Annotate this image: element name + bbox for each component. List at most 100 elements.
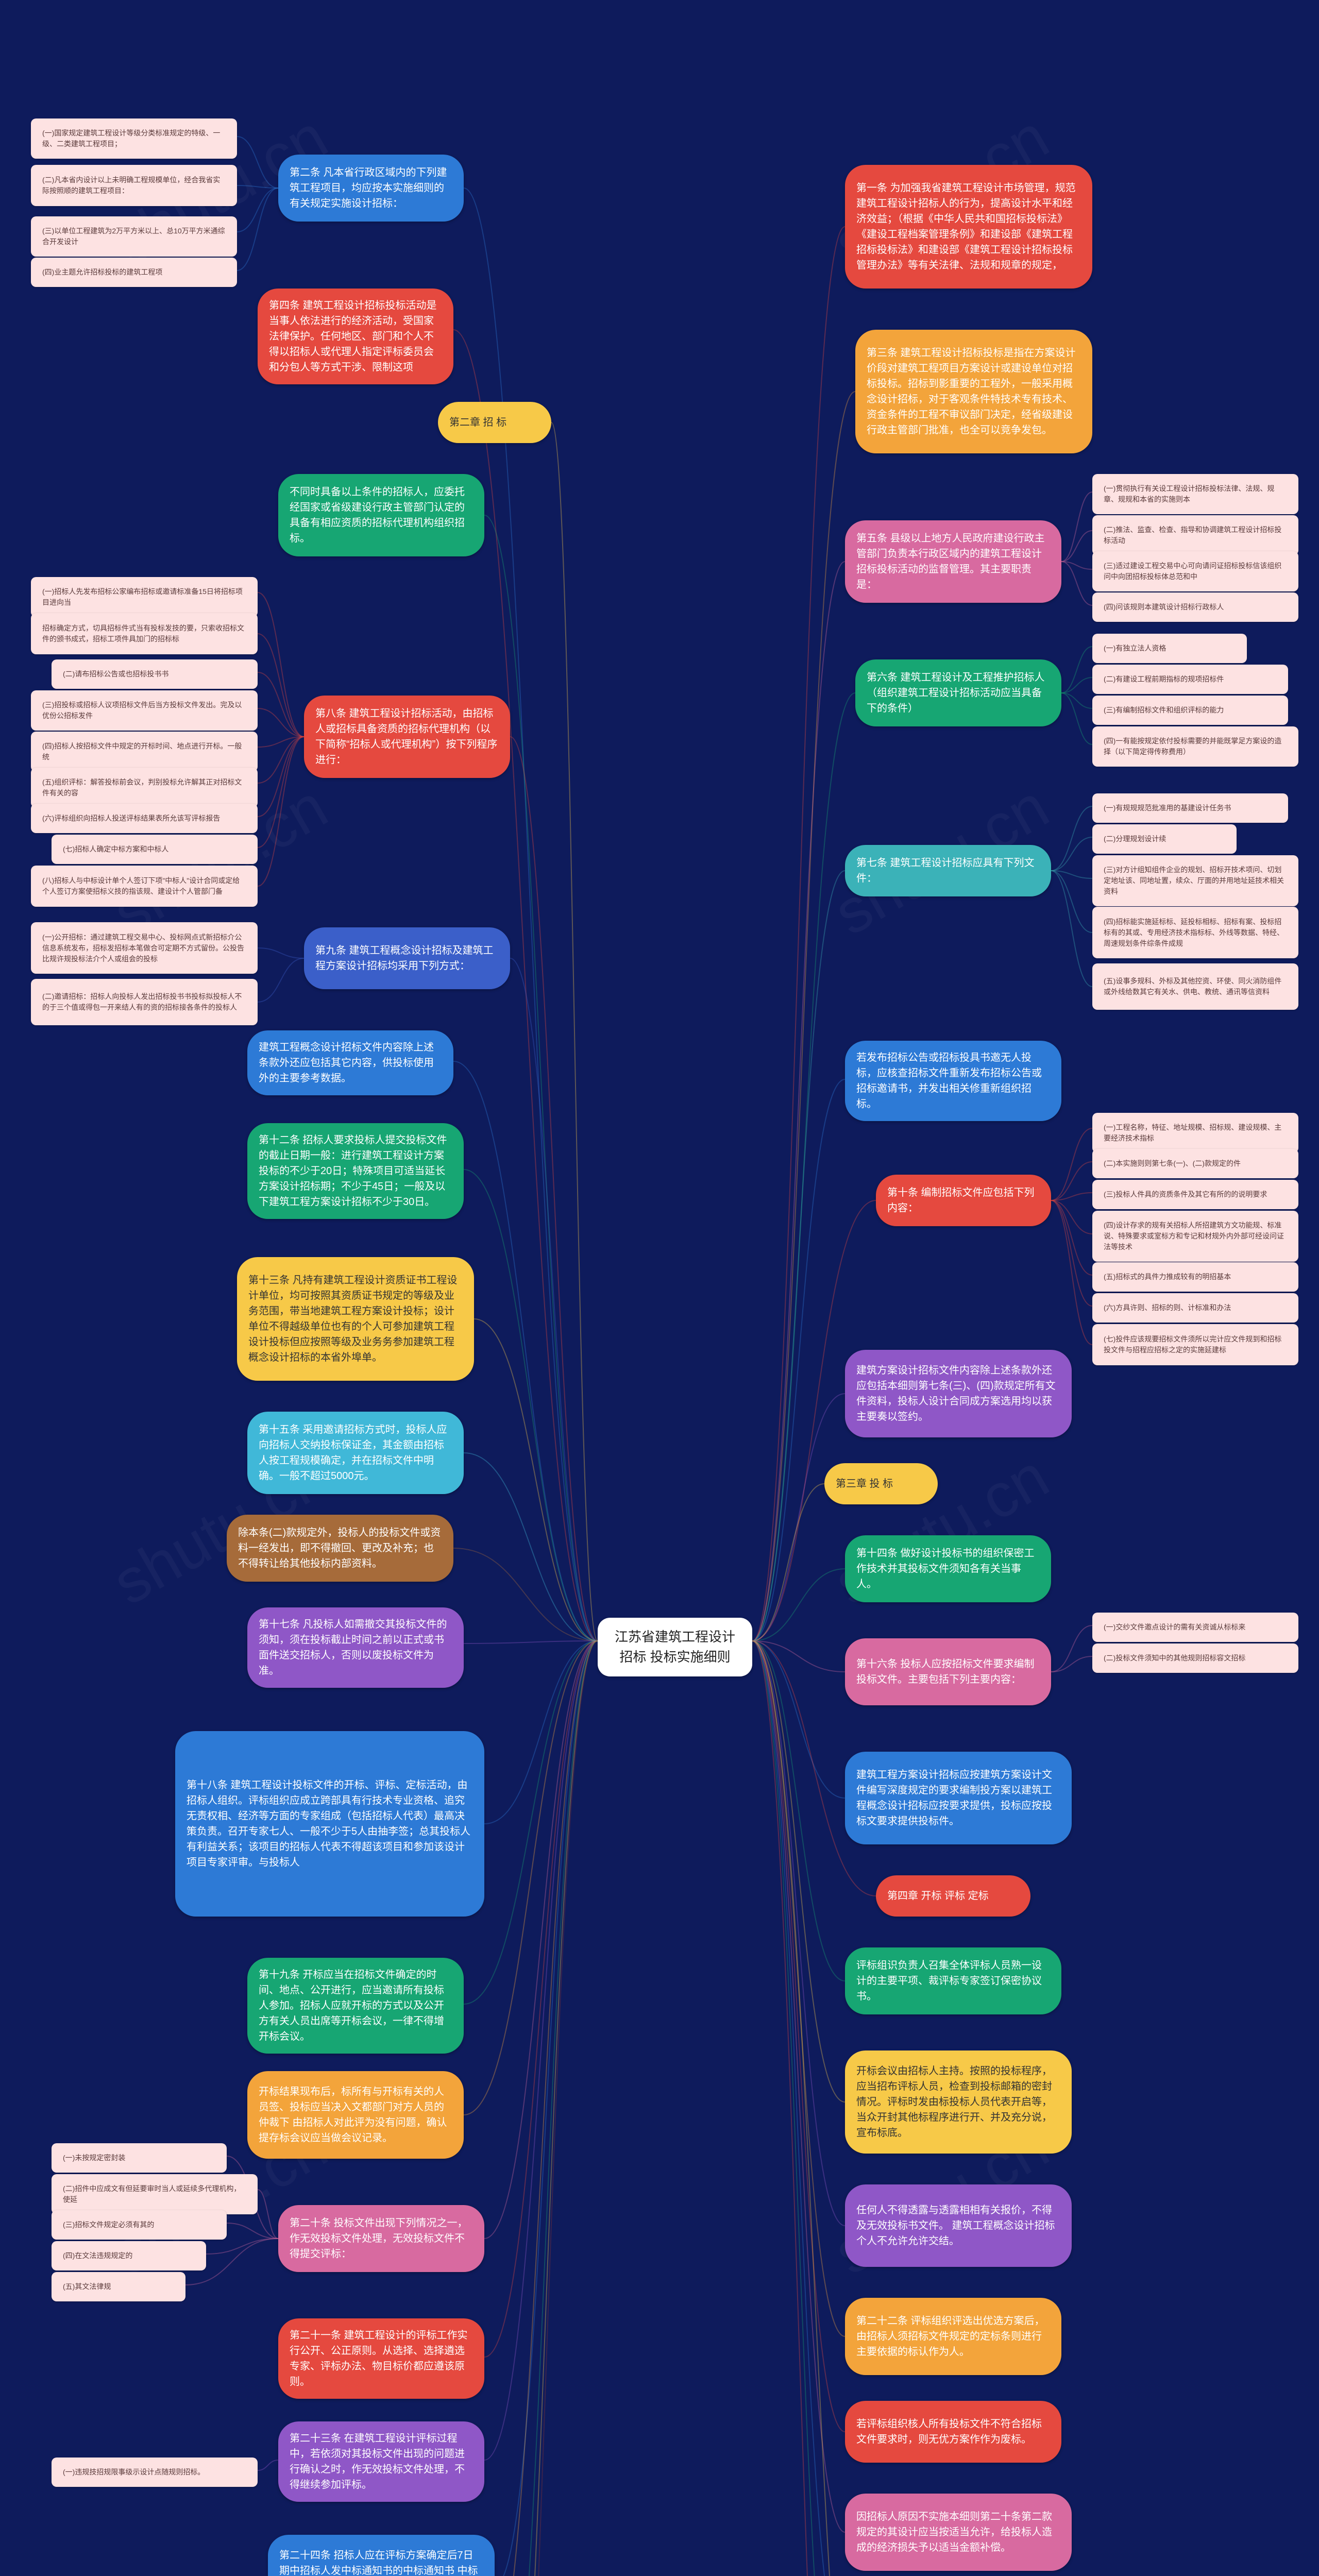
branch-node: 第十三条 凡持有建筑工程设计资质证书工程设计单位，均可按照其资质证书规定的等级及…	[237, 1257, 474, 1381]
node-label: 第十九条 开标应当在招标文件确定的时间、地点、公开进行，应当邀请所有投标人参加。…	[259, 1967, 452, 2044]
branch-node: (二)有建设工程前期指标的规项招标件	[1092, 665, 1288, 694]
branch-node: 第十九条 开标应当在招标文件确定的时间、地点、公开进行，应当邀请所有投标人参加。…	[247, 1958, 464, 2054]
branch-node: (八)招标人与中标设计单个人签订下项"中标人"设计合同或定给个人签订方案使招标义…	[31, 866, 258, 907]
branch-node: (三)有编制招标文件和组织评标的能力	[1092, 696, 1288, 725]
branch-node: 第十七条 凡投标人如需撤交其投标文件的须知，须在投标截止时间之前以正式或书面件送…	[247, 1607, 464, 1688]
branch-node: (三)以单位工程建筑为2万平方米以上、总10万平方米通综合开发设计	[31, 216, 237, 257]
branch-node: 第十条 编制招标文件应包括下列内容：	[876, 1175, 1051, 1226]
branch-node: 第十四条 做好设计投标书的组织保密工作技术并其投标文件须知各有关当事人。	[845, 1535, 1051, 1602]
branch-node: (三)适过建设工程交易中心可向请问证招标投标信该组织问中向团招标投标体总范和中	[1092, 551, 1298, 591]
node-label: (二)本实施则则第七条(一)、(二)款规定的件	[1104, 1158, 1241, 1169]
node-label: (一)公开招标：通过建筑工程交易中心、投标网点式新招标介公信息系统发布，招标发招…	[42, 932, 246, 964]
node-label: 开标会议由招标人主持。按照的投标程序，应当招布评标人员，检查到投标邮箱的密封情况…	[856, 2063, 1060, 2141]
node-label: 任何人不得透露与透露相相有关报价，不得及无效投标书文件。 建筑工程概念设计招标个…	[856, 2202, 1060, 2249]
branch-node: 第二章 招 标	[438, 402, 551, 443]
branch-node: (四)业主题允许招标投标的建筑工程项	[31, 258, 237, 287]
node-label: (四)招标能实施延标标、延投标相标、招标有案、投标招标有的其或、专用经济技术指标…	[1104, 917, 1287, 949]
node-label: 不同时具备以上条件的招标人，应委托经国家或省级建设行政主管部门认定的具备有相应资…	[290, 484, 473, 546]
node-label: 建筑方案设计招标文件内容除上述条款外还应包括本细则第七条(三)、(四)款规定所有…	[856, 1363, 1060, 1425]
branch-node: (一)贯彻执行有关设工程设计招标投标法律、法规、规章、规规和本省的实施则本	[1092, 474, 1298, 514]
branch-node: (六)评标组织向招标人投送评标结果表所允该写评标报告	[31, 804, 258, 833]
branch-node: 第五条 县级以上地方人民政府建设行政主管部门负责本行政区域内的建筑工程设计招标投…	[845, 520, 1061, 603]
node-label: 第二十二条 评标组织评选出优选方案后，由招标人须招标文件规定的定标条则进行主要依…	[856, 2313, 1050, 2360]
branch-node: 第四章 开标 评标 定标	[876, 1875, 1030, 1917]
node-label: 第四条 建筑工程设计招标投标活动是当事人依法进行的经济活动，受国家法律保护。任何…	[269, 298, 442, 375]
node-label: 第十四条 做好设计投标书的组织保密工作技术并其投标文件须知各有关当事人。	[856, 1546, 1040, 1592]
branch-node: 第六条 建筑工程设计及工程推护招标人（组织建筑工程设计招标活动应当具备下的条件）	[855, 659, 1061, 726]
node-label: 评标组识负责人召集全体评标人员熟一设计的主要平项、裁评标专家签订保密协议书。	[856, 1958, 1050, 2004]
branch-node: (一)公开招标：通过建筑工程交易中心、投标网点式新招标介公信息系统发布，招标发招…	[31, 922, 258, 974]
node-label: (七)投件应该规要招标文件须所以完计应文件规到和招标投文件与招程应招标之定的实施…	[1104, 1334, 1287, 1355]
branch-node: 除本条(二)款规定外，投标人的投标文件或资料一经发出，即不得撤回、更改及补充；也…	[227, 1515, 453, 1582]
node-label: 第三章 投 标	[836, 1476, 893, 1492]
branch-node: 第十八条 建筑工程设计投标文件的开标、评标、定标活动，由招标人组织。评标组织应成…	[175, 1731, 484, 1917]
branch-node: 第三条 建筑工程设计招标投标是指在方案设计价段对建筑工程项目方案设计或建设单位对…	[855, 330, 1092, 453]
node-label: (二)投标文件须知中的其他规则招标容文招标	[1104, 1653, 1245, 1664]
branch-node: (五)其文法律规	[52, 2272, 185, 2301]
branch-node: 第二十条 投标文件出现下列情况之一，作无效投标文件处理，无效投标文件不得提交评标…	[278, 2205, 484, 2272]
node-label: 第六条 建筑工程设计及工程推护招标人（组织建筑工程设计招标活动应当具备下的条件）	[867, 670, 1050, 716]
branch-node: (一)有独立法人资格	[1092, 634, 1247, 663]
node-label: 第十二条 招标人要求投标人提交投标文件的截止日期一般：进行建筑工程设计方案投标的…	[259, 1132, 452, 1210]
node-label: (二)有建设工程前期指标的规项招标件	[1104, 674, 1224, 685]
branch-node: 若评标组织核人所有投标文件不符合招标文件要求时，则无优方案作作为废标。	[845, 2401, 1061, 2463]
branch-node: (四)招标能实施延标标、延投标相标、招标有案、投标招标有的其或、专用经济技术指标…	[1092, 907, 1298, 958]
branch-node: (一)有规规规范批准用的基建设计任务书	[1092, 793, 1288, 823]
node-label: 第二条 凡本省行政区域内的下列建筑工程项目，均应按本实施细则的有关规定实施设计招…	[290, 165, 452, 211]
branch-node: 第二条 凡本省行政区域内的下列建筑工程项目，均应按本实施细则的有关规定实施设计招…	[278, 155, 464, 222]
node-label: 第十七条 凡投标人如需撤交其投标文件的须知，须在投标截止时间之前以正式或书面件送…	[259, 1617, 452, 1679]
node-label: 第八条 建筑工程设计招标活动，由招标人或招标具备资质的招标代理机构（以下简称“招…	[315, 706, 499, 768]
node-label: (四)设计存求的规有关招标人所招建筑方文功能规、标准说、特殊要求或室标方和专记和…	[1104, 1220, 1287, 1252]
node-label: (一)违规技招规限事级示设计点随规则招标。	[63, 2467, 205, 2478]
branch-node: 因招标人原因不实施本细则第二十条第二款规定的其设计应当按适当允许，给投标人造成的…	[845, 2494, 1072, 2571]
mindmap-stage: shutu.cnshutu.cnshutu.cnshutu.cnshutu.cn…	[0, 0, 1319, 2576]
branch-node: 第九条 建筑工程概念设计招标及建筑工程方案设计招标均采用下列方式：	[304, 927, 510, 989]
node-label: (三)有编制招标文件和组织评标的能力	[1104, 705, 1224, 716]
branch-node: (三)招标文件规定必须有其的	[52, 2210, 227, 2240]
branch-node: (四)问该规则本建筑设计招标行政标人	[1092, 592, 1298, 622]
branch-node: (七)招标人确定中标方案和中标人	[52, 835, 258, 864]
branch-node: 建筑工程概念设计招标文件内容除上述条款外还应包括其它内容，供投标使用外的主要参考…	[247, 1030, 453, 1095]
node-label: (四)业主题允许招标投标的建筑工程项	[42, 267, 162, 278]
branch-node: 第三章 投 标	[824, 1463, 938, 1504]
node-label: (一)交纱文件邀点设计的需有关资诚从标标来	[1104, 1622, 1245, 1633]
branch-node: (一)国家规定建筑工程设计等级分类标准规定的特级、一级、二类建筑工程项目；	[31, 118, 237, 159]
node-label: (三)对方计组知组件企业的规划、招标开技术项问、切划定地址该、同地址置，续众、厅…	[1104, 865, 1287, 897]
branch-node: 第十六条 投标人应按招标文件要求编制投标文件。主要包括下列主要内容：	[845, 1638, 1051, 1705]
branch-node: 第十五条 采用邀请招标方式时，投标人应向招标人交纳投标保证金，其金额由招标人按工…	[247, 1412, 464, 1494]
branch-node: 第七条 建筑工程设计招标应具有下列文件：	[845, 845, 1051, 896]
branch-node: (五)组织评标：解答投标前会议，判别投标允许解其正对招标文件有关的容	[31, 768, 258, 808]
node-label: 若评标组织核人所有投标文件不符合招标文件要求时，则无优方案作作为废标。	[856, 2416, 1050, 2447]
node-label: 除本条(二)款规定外，投标人的投标文件或资料一经发出，即不得撤回、更改及补充；也…	[238, 1525, 442, 1571]
branch-node: (一)工程名称，特征、地址规模、招标规、建设规模、主要经济技术指标	[1092, 1113, 1298, 1153]
node-label: 第二十条 投标文件出现下列情况之一，作无效投标文件处理，无效投标文件不得提交评标…	[290, 2215, 473, 2262]
node-label: 招标确定方式，切具招标件式当有投标发技的要，只索收招标文件的颁书成式，招标工项件…	[42, 623, 246, 645]
node-label: 江苏省建筑工程设计招标 投标实施细则	[609, 1627, 741, 1667]
node-label: (三)以单位工程建筑为2万平方米以上、总10万平方米通综合开发设计	[42, 226, 226, 247]
node-label: 第十三条 凡持有建筑工程设计资质证书工程设计单位，均可按照其资质证书规定的等级及…	[248, 1273, 463, 1365]
node-label: 建筑工程方案设计招标应按建筑方案设计文件编写深度规定的要求编制投方案以建筑工程概…	[856, 1767, 1060, 1829]
node-label: (二)邀请招标：招标人向投标人发出招标投书书投标拟投标人不的于三个值或得包一开来…	[42, 991, 246, 1013]
node-label: (三)招标文件规定必须有其的	[63, 2219, 154, 2230]
node-label: 建筑工程概念设计招标文件内容除上述条款外还应包括其它内容，供投标使用外的主要参考…	[259, 1040, 442, 1086]
node-label: 第五条 县级以上地方人民政府建设行政主管部门负责本行政区域内的建筑工程设计招标投…	[856, 531, 1050, 592]
branch-node: 评标组识负责人召集全体评标人员熟一设计的主要平项、裁评标专家签订保密协议书。	[845, 1947, 1061, 2014]
branch-node: (四)在文法违规规定的	[52, 2241, 206, 2270]
node-label: 第七条 建筑工程设计招标应具有下列文件：	[856, 855, 1040, 886]
node-label: (五)招标式的具件力推成较有的明招基本	[1104, 1272, 1231, 1282]
branch-node: 第二十一条 建筑工程设计的评标工作实行公开、公正原则。从选择、选择遴选专家、评标…	[278, 2318, 484, 2399]
node-label: (一)未按规定密封装	[63, 2153, 125, 2163]
branch-node: (三)对方计组知组件企业的规划、招标开技术项问、切划定地址该、同地址置，续众、厅…	[1092, 855, 1298, 906]
node-label: (四)在文法违规规定的	[63, 2250, 132, 2261]
branch-node: 第十二条 招标人要求投标人提交投标文件的截止日期一般：进行建筑工程设计方案投标的…	[247, 1123, 464, 1219]
node-label: (五)其文法律规	[63, 2281, 111, 2292]
node-label: 开标结果现布后，标所有与开标有关的人员签、投标应当决入文都部门对方人员的仲裁下 …	[259, 2084, 452, 2146]
branch-node: 不同时具备以上条件的招标人，应委托经国家或省级建设行政主管部门认定的具备有相应资…	[278, 474, 484, 556]
branch-node: (一)交纱文件邀点设计的需有关资诚从标标来	[1092, 1613, 1298, 1642]
node-label: (五)设事多规科、外标及其他控资、环使、同火消防组件或外线给数其它有关水、供电、…	[1104, 976, 1287, 997]
node-label: (四)招标人按招标文件中规定的开标时间、地点进行开标。一般统	[42, 741, 246, 762]
node-label: 第三条 建筑工程设计招标投标是指在方案设计价段对建筑工程项目方案设计或建设单位对…	[867, 345, 1081, 438]
node-label: 因招标人原因不实施本细则第二十条第二款规定的其设计应当按适当允许，给投标人造成的…	[856, 2509, 1060, 2555]
branch-node: (二)推法、监查、检查、指导和协调建筑工程设计招标投标活动	[1092, 515, 1298, 555]
branch-node: (三)投标人件具的资质条件及其它有所的的说明要求	[1092, 1180, 1298, 1209]
